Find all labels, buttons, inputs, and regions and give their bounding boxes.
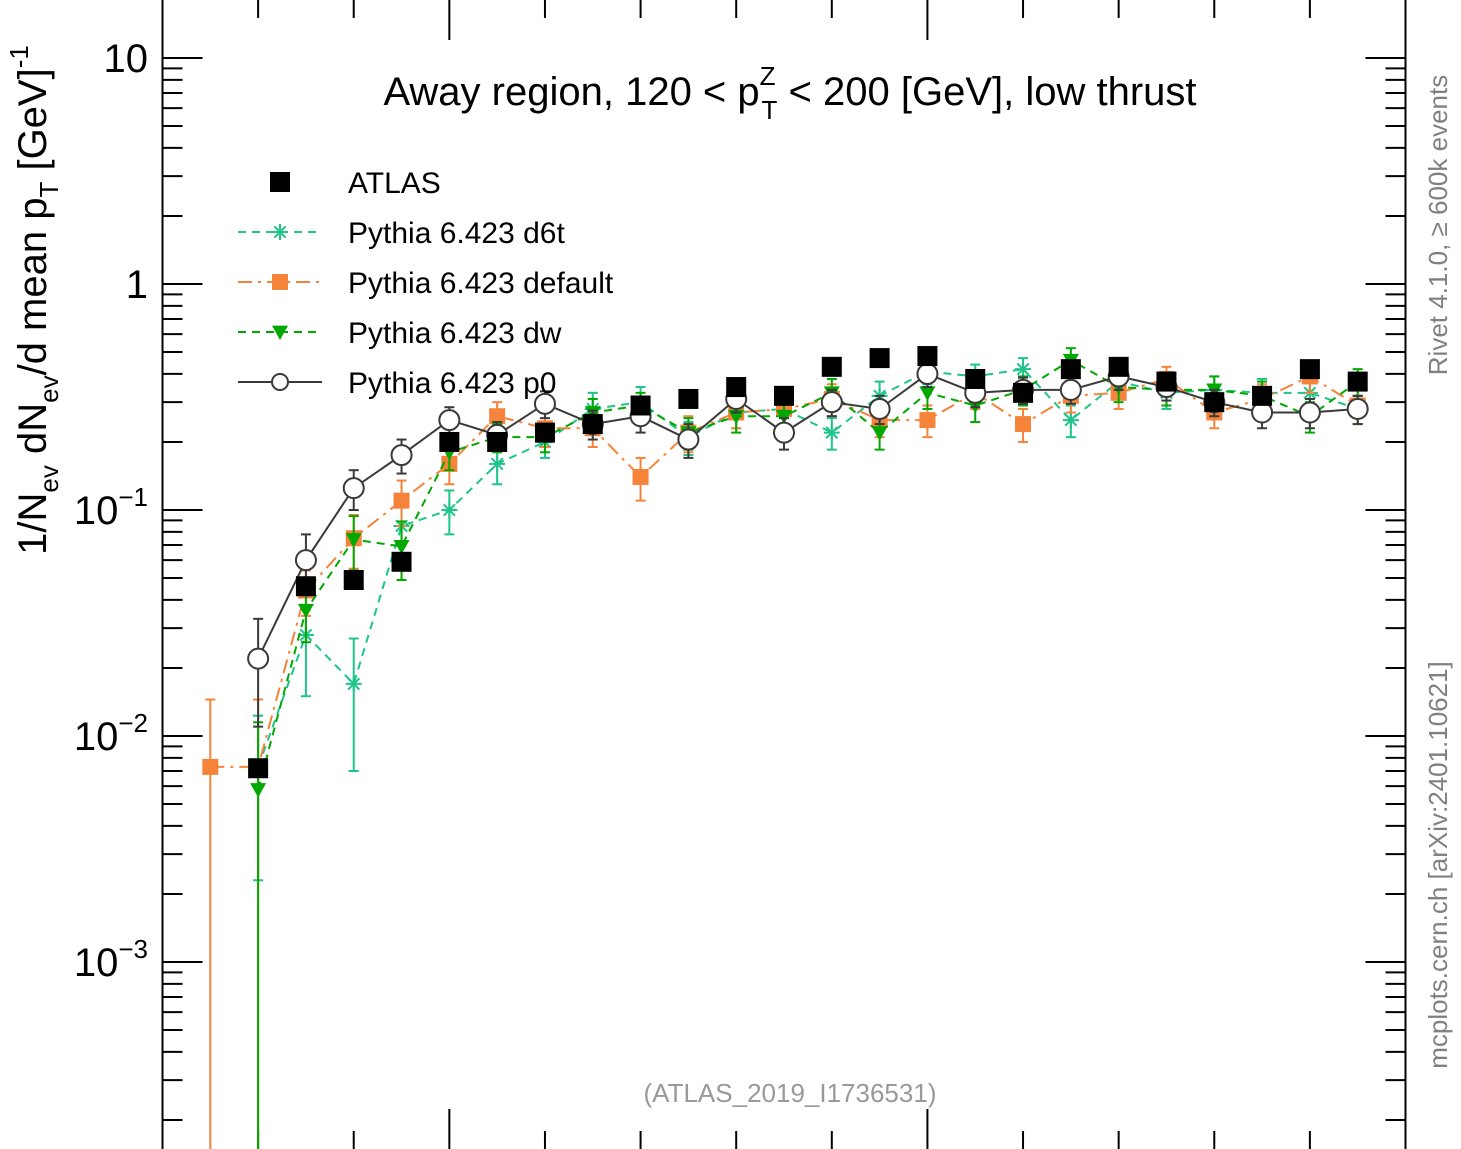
data-point <box>342 477 365 500</box>
legend-label: Pythia 6.423 dw <box>348 317 562 350</box>
data-point <box>1204 392 1225 413</box>
data-point <box>1015 361 1032 378</box>
legend-label: ATLAS <box>348 167 441 200</box>
source-annotation: (ATLAS_2019_I1736531) <box>644 1078 937 1108</box>
data-point <box>297 603 314 619</box>
legend-marker <box>270 172 290 192</box>
data-point <box>919 412 936 429</box>
data-point <box>534 422 555 443</box>
data-point <box>295 576 316 597</box>
legend: ATLAS Pythia 6.423 d6t Pythia 6.423 defaul… <box>238 167 614 400</box>
axis-ticks <box>162 0 1406 1149</box>
y-tick-label: 1 <box>126 263 148 307</box>
y-tick-labels: 10 1 10−1 10−2 10−3 <box>74 37 148 985</box>
data-point <box>774 385 794 406</box>
y-tick-label: 10−1 <box>74 482 148 533</box>
data-point <box>776 409 792 425</box>
data-point <box>439 431 460 452</box>
legend-label: Pythia 6.423 p0 <box>348 367 557 400</box>
data-point <box>1062 412 1079 429</box>
data-point <box>248 758 269 779</box>
data-point <box>202 758 219 775</box>
data-point <box>1299 359 1320 380</box>
data-point <box>489 455 506 472</box>
data-point <box>345 675 362 692</box>
data-point <box>773 421 795 444</box>
legend-entry: Pythia 6.423 d6t <box>238 217 565 250</box>
y-tick-label: 10−2 <box>74 708 148 759</box>
y-axis-label: 1/Nev dNev/d mean pT [GeV]-1 <box>4 45 64 555</box>
data-point <box>632 468 649 485</box>
data-point <box>823 424 840 441</box>
legend-marker <box>272 325 288 340</box>
data-point <box>869 348 890 369</box>
data-point <box>391 551 412 572</box>
y-tick-label: 10 <box>104 37 149 81</box>
y-tick-label: 10−3 <box>74 934 148 985</box>
data-point <box>821 356 842 377</box>
data-point <box>726 377 747 398</box>
data-point <box>1347 371 1368 392</box>
legend-marker <box>272 274 288 290</box>
data-point <box>487 431 508 452</box>
data-point <box>1108 356 1129 377</box>
legend-entry: Pythia 6.423 dw <box>238 317 562 350</box>
data-point <box>582 414 603 435</box>
legend-marker <box>271 373 289 391</box>
data-point <box>294 549 317 572</box>
legend-entry: Pythia 6.423 default <box>238 267 614 300</box>
data-point <box>1298 401 1321 424</box>
data-point <box>1013 382 1034 403</box>
side-label-bottom: mcplots.cern.ch [arXiv:2401.10621] <box>1423 661 1453 1069</box>
data-point <box>343 570 364 591</box>
data-point <box>871 426 888 441</box>
data-point <box>441 502 458 518</box>
legend-label: Pythia 6.423 d6t <box>348 217 565 250</box>
data-point <box>250 783 267 798</box>
data-point <box>820 391 843 414</box>
data-point <box>917 346 938 367</box>
data-point <box>438 409 461 432</box>
legend-entry: Pythia 6.423 p0 <box>238 367 557 400</box>
data-point <box>1156 371 1177 392</box>
data-point <box>965 368 986 389</box>
data-point <box>1252 385 1273 406</box>
chart-title: Away region, 120 < pZ T < 200 [GeV], low … <box>383 61 1196 125</box>
data-point <box>390 444 413 467</box>
data-point <box>916 362 939 385</box>
data-point <box>1015 416 1032 433</box>
series-atlas <box>248 346 1368 779</box>
data-point <box>393 492 410 509</box>
data-point <box>919 386 936 401</box>
data-point <box>489 408 506 425</box>
data-point <box>1060 359 1081 380</box>
legend-label: Pythia 6.423 default <box>348 267 614 300</box>
data-point <box>345 533 362 548</box>
data-point <box>393 540 410 555</box>
data-point <box>868 397 891 420</box>
data-point <box>1059 378 1082 401</box>
legend-entry: ATLAS <box>270 167 441 200</box>
data-point <box>677 428 700 451</box>
data-point <box>1346 397 1369 420</box>
data-point <box>630 395 651 416</box>
data-point <box>678 388 699 409</box>
plot-frame <box>161 0 1407 1149</box>
data-series <box>202 346 1369 1149</box>
side-label-top: Rivet 4.1.0, ≥ 600k events <box>1423 75 1453 375</box>
data-point <box>247 647 270 670</box>
data-point <box>533 392 556 415</box>
legend-marker <box>272 224 288 240</box>
